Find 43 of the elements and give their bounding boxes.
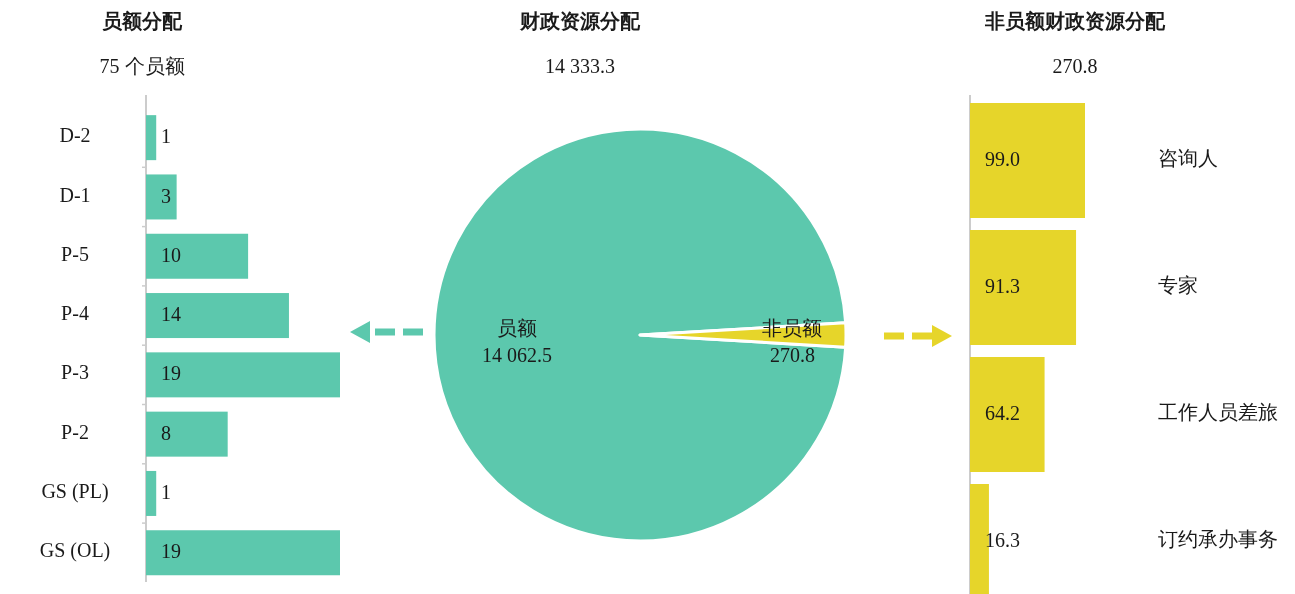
y-tick-label: 订约承办事务 [1158,528,1278,551]
y-tick-label: P-4 [61,302,89,325]
chart-subtitle: 270.8 [1052,54,1098,77]
chart-subtitle: 14 333.3 [545,54,615,77]
y-tick-label: D-2 [59,124,91,147]
y-tick-label: P-3 [61,361,89,384]
slice-label: 员额 [497,316,537,339]
bar [146,293,289,339]
chart-title: 财政资源分配 [519,10,641,33]
bar [146,530,340,576]
data-label: 91.3 [985,275,1020,298]
y-tick-label: D-1 [59,183,91,206]
y-tick-label: GS (OL) [39,539,111,563]
bar [146,411,228,457]
chart-title: 非员额财政资源分配 [984,10,1166,33]
bar [970,357,1045,472]
data-label: 10 [161,243,181,266]
data-label: 270.8 [769,343,815,366]
data-label: 3 [161,184,171,207]
bar [146,470,157,516]
y-tick-label: 工作人员差旅 [1158,401,1278,424]
bar [146,352,340,398]
bar [146,115,157,161]
y-tick-label: P-5 [61,242,89,265]
data-label: 19 [161,362,181,385]
y-tick-label: GS (PL) [41,480,109,504]
bar [146,233,249,279]
data-label: 14 062.5 [482,343,552,366]
data-label: 99.0 [985,148,1020,171]
y-tick-label: 专家 [1158,274,1198,297]
data-label: 64.2 [985,402,1020,425]
data-label: 19 [161,540,181,563]
bar [970,103,1085,218]
y-tick-label: P-2 [61,420,89,443]
chart-subtitle: 75 个员额 [99,54,185,77]
data-label: 8 [161,421,171,444]
y-tick-label: 咨询人 [1158,147,1218,170]
data-label: 14 [161,303,181,326]
chart-title: 员额分配 [102,10,183,33]
data-label: 1 [161,481,171,504]
bar [970,230,1077,345]
bar [146,174,177,220]
data-label: 1 [161,125,171,148]
